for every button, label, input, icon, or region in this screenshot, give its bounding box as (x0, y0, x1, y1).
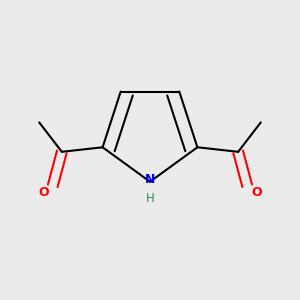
Text: O: O (251, 186, 262, 199)
Text: N: N (145, 173, 155, 186)
Text: H: H (146, 192, 154, 205)
Text: O: O (38, 186, 49, 199)
